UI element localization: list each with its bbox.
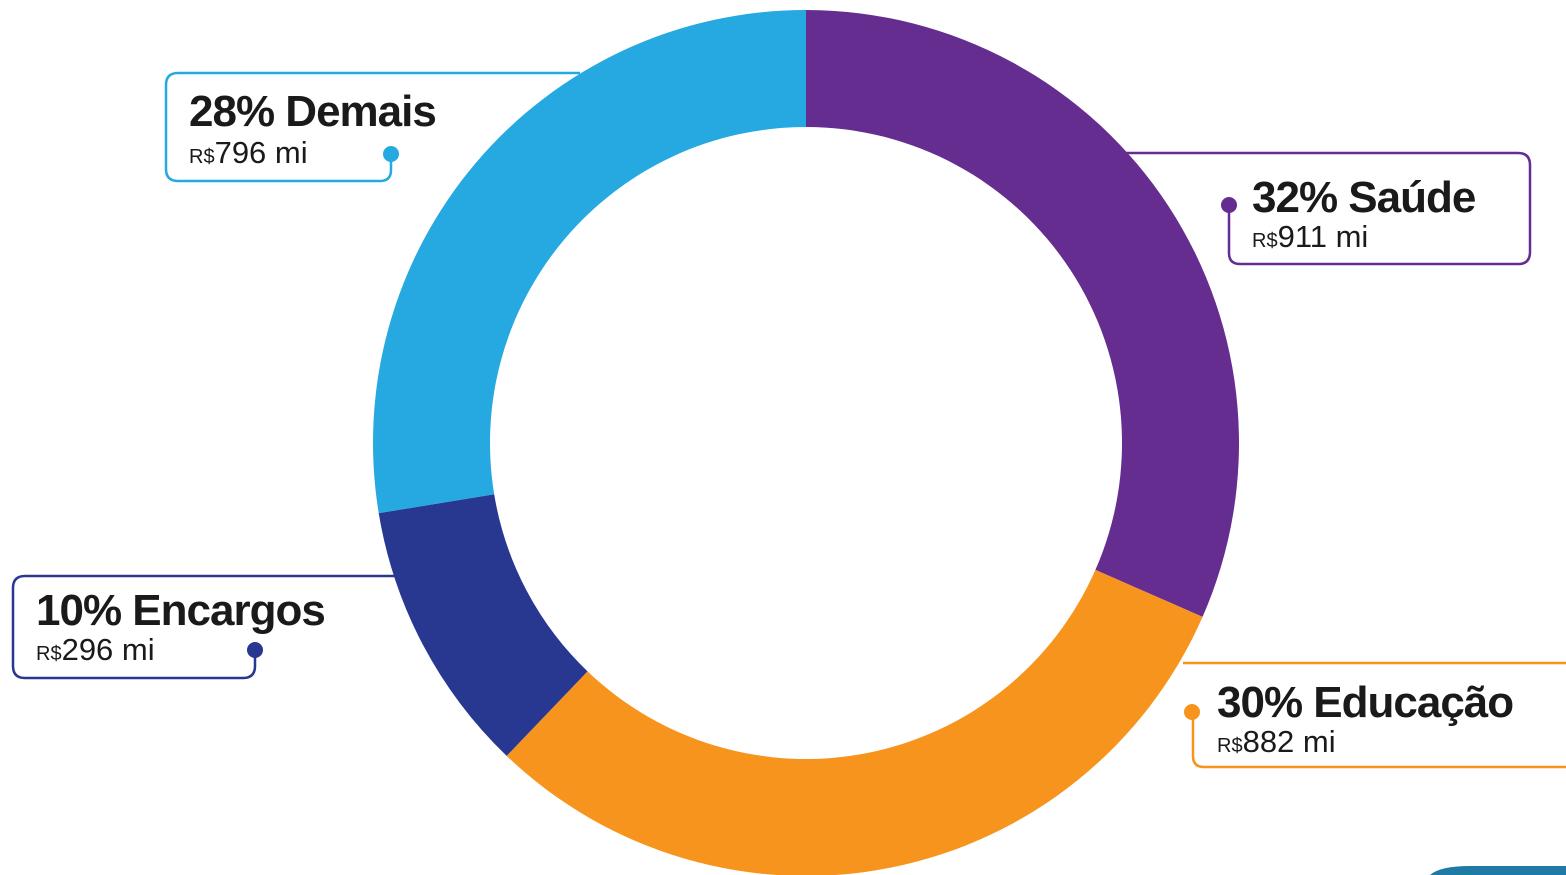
label-demais-amount: 796 mi	[215, 135, 308, 170]
label-encargos-pct-name: 10% Encargos	[36, 586, 325, 635]
label-encargos-amount-line: R$296 mi	[36, 632, 155, 667]
label-saude-pct-name: 32% Saúde	[1252, 173, 1475, 222]
slice-demais	[373, 10, 806, 514]
callout-educacao-frame	[1183, 661, 1566, 769]
callout-demais: 28% Demais R$796 mi	[164, 71, 580, 183]
callout-encargos: 10% Encargos R$296 mi	[11, 574, 395, 680]
callout-saude-frame	[1125, 151, 1532, 266]
callout-saude: 32% Saúde R$911 mi	[1125, 151, 1532, 266]
callout-educacao: 30% Educação R$882 mi	[1183, 661, 1566, 769]
label-saude-amount: 911 mi	[1278, 219, 1369, 254]
callout-encargos-dot	[247, 642, 263, 658]
callout-saude-dot	[1221, 197, 1237, 213]
label-educacao-currency: R$	[1217, 735, 1243, 757]
label-demais-amount-line: R$796 mi	[189, 135, 308, 170]
slice-encargos	[378, 494, 588, 756]
label-educacao-pct-name: 30% Educação	[1217, 678, 1513, 727]
slice-educacao	[506, 569, 1203, 875]
slice-saude	[806, 10, 1239, 617]
label-encargos-amount: 296 mi	[62, 632, 155, 667]
corner-decoration	[1430, 866, 1566, 875]
label-encargos-currency: R$	[36, 643, 62, 665]
callout-demais-dot	[383, 146, 399, 162]
label-educacao-amount: 882 mi	[1243, 724, 1336, 759]
callout-educacao-dot	[1184, 704, 1200, 720]
label-saude-currency: R$	[1252, 230, 1278, 252]
callout-encargos-frame	[11, 574, 395, 680]
label-educacao-amount-line: R$882 mi	[1217, 724, 1336, 759]
label-demais-pct-name: 28% Demais	[189, 87, 436, 136]
donut-slices	[373, 10, 1239, 875]
callout-demais-frame	[164, 71, 580, 183]
label-saude-amount-line: R$911 mi	[1252, 219, 1368, 254]
label-demais-currency: R$	[189, 146, 215, 168]
